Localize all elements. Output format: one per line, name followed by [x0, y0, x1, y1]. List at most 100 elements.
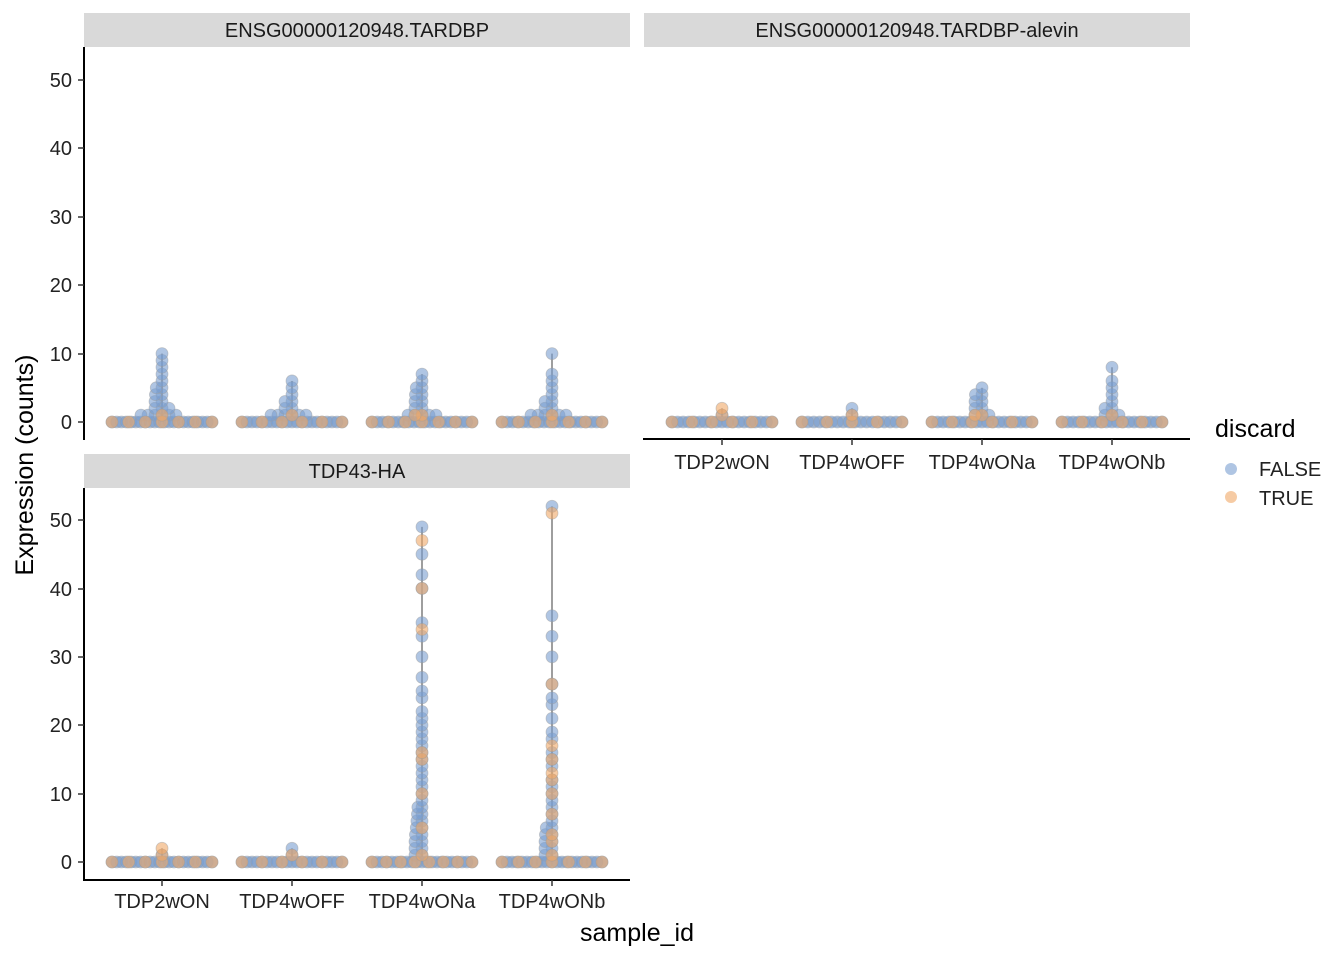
point-true — [745, 415, 759, 429]
point-true — [365, 855, 379, 869]
y-tick-label: 0 — [61, 412, 72, 434]
point-true — [1155, 415, 1169, 429]
point-false — [1105, 374, 1119, 388]
legend-swatch-true — [1225, 491, 1237, 503]
point-true — [415, 848, 429, 862]
strip-bg-3 — [84, 454, 630, 488]
point-true — [595, 415, 609, 429]
point-true — [275, 415, 289, 429]
point-true — [138, 415, 152, 429]
y-ticks-panel-1: 0 10 20 30 40 50 — [50, 70, 84, 434]
x-tick-label: TDP4wONb — [499, 891, 606, 913]
y-tick-label: 20 — [50, 715, 72, 737]
point-false — [264, 408, 278, 422]
point-true — [394, 855, 407, 869]
point-true — [1075, 415, 1089, 429]
x-ticks-panel-2: TDP2wON TDP4wOFF TDP4wONa TDP4wONb — [674, 439, 1165, 474]
point-true — [315, 415, 329, 429]
point-true — [415, 821, 429, 835]
point-true — [925, 415, 939, 429]
x-ticks-panel-3: TDP2wON TDP4wOFF TDP4wONa TDP4wONb — [114, 880, 605, 913]
point-true — [365, 415, 379, 429]
point-true — [528, 415, 542, 429]
x-tick-label: TDP4wOFF — [799, 452, 905, 474]
point-true — [205, 855, 219, 869]
point-true — [595, 855, 609, 869]
point-true — [665, 415, 679, 429]
point-true — [315, 855, 329, 869]
point-true — [255, 415, 269, 429]
point-true — [172, 415, 186, 429]
point-false — [415, 684, 429, 698]
point-true — [138, 855, 152, 869]
x-axis-title: sample_id — [580, 919, 694, 947]
point-false — [415, 547, 429, 561]
y-tick-label: 10 — [50, 784, 72, 806]
y-tick-label: 50 — [50, 70, 72, 92]
point-true — [295, 415, 309, 429]
point-true — [335, 415, 349, 429]
point-false — [545, 711, 559, 725]
point-true — [512, 415, 526, 429]
legend-label-true: TRUE — [1259, 488, 1313, 510]
strip-bg-1 — [84, 13, 630, 47]
point-false — [545, 609, 559, 623]
panel-3-data — [105, 499, 609, 869]
strip-label-1: ENSG00000120948.TARDBP — [225, 20, 489, 42]
point-true — [408, 408, 422, 422]
y-ticks-panel-3: 0 10 20 30 40 50 — [50, 510, 84, 874]
point-false — [545, 725, 559, 739]
point-false — [415, 650, 429, 664]
point-true — [578, 855, 592, 869]
point-false — [415, 705, 429, 718]
point-true — [495, 415, 509, 429]
y-tick-label: 40 — [50, 579, 72, 601]
point-true — [255, 855, 269, 869]
point-true — [188, 415, 202, 429]
point-true — [1105, 408, 1119, 422]
x-tick-label: TDP4wONa — [929, 452, 1037, 474]
point-true — [155, 841, 169, 855]
y-tick-label: 50 — [50, 510, 72, 532]
point-true — [415, 534, 429, 547]
x-tick-label: TDP4wOFF — [239, 891, 345, 913]
point-true — [155, 408, 169, 422]
point-true — [725, 415, 739, 429]
strip-label-2: ENSG00000120948.TARDBP-alevin — [755, 20, 1078, 42]
point-true — [172, 855, 186, 869]
point-true — [545, 848, 559, 862]
y-tick-label: 20 — [50, 275, 72, 297]
point-true — [335, 855, 349, 869]
point-true — [235, 415, 249, 429]
point-true — [188, 855, 202, 869]
point-true — [1115, 415, 1129, 429]
strip-bg-2 — [644, 13, 1190, 47]
point-true — [545, 753, 559, 766]
panel-2-data — [665, 360, 1169, 429]
point-true — [562, 855, 576, 869]
point-true — [685, 415, 699, 429]
x-tick-label: TDP4wONa — [369, 891, 477, 913]
point-true — [1095, 415, 1109, 429]
point-true — [795, 415, 809, 429]
point-true — [715, 401, 729, 415]
point-true — [545, 787, 559, 800]
panel-1-data — [105, 347, 609, 429]
point-true — [205, 415, 219, 429]
point-true — [545, 828, 559, 842]
x-tick-label: TDP2wON — [674, 452, 770, 474]
point-true — [122, 855, 136, 869]
point-true — [285, 408, 299, 422]
y-tick-label: 40 — [50, 138, 72, 160]
point-true — [495, 855, 509, 869]
point-false — [415, 670, 429, 684]
y-tick-label: 30 — [50, 647, 72, 669]
point-true — [295, 855, 309, 869]
point-true — [465, 415, 479, 429]
y-tick-label: 10 — [50, 344, 72, 366]
point-true — [545, 408, 559, 422]
point-false — [975, 381, 989, 395]
point-true — [432, 415, 446, 429]
point-true — [528, 855, 542, 869]
